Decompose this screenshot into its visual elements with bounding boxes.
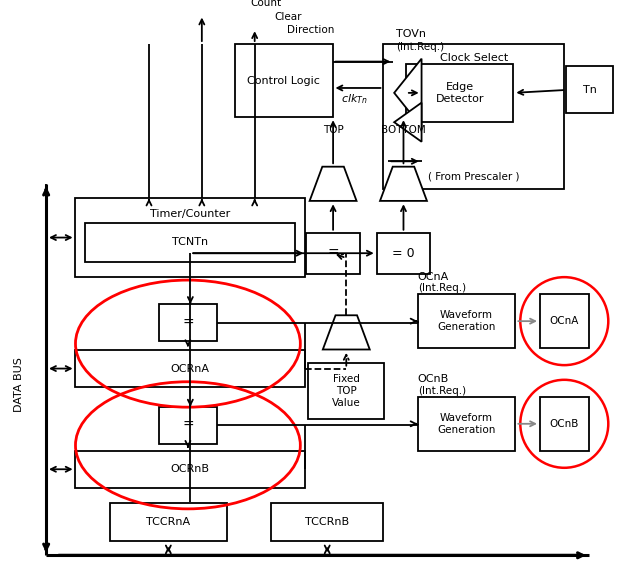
Text: =: = <box>182 316 193 329</box>
Text: =: = <box>327 246 339 260</box>
Bar <box>235 44 333 118</box>
Polygon shape <box>309 166 357 201</box>
Text: Waveform
Generation: Waveform Generation <box>437 413 496 435</box>
Bar <box>308 363 384 419</box>
Bar <box>406 64 513 122</box>
Bar <box>110 503 227 541</box>
Polygon shape <box>323 315 370 349</box>
Bar <box>76 450 305 488</box>
Bar <box>85 223 295 262</box>
Text: OCRnA: OCRnA <box>171 364 210 374</box>
Text: OCRnB: OCRnB <box>171 464 210 474</box>
Text: $clk_{Tn}$: $clk_{Tn}$ <box>341 92 367 106</box>
Text: TCCRnA: TCCRnA <box>146 517 190 527</box>
Bar <box>418 294 515 348</box>
Bar <box>159 407 217 444</box>
Text: BOTTOM: BOTTOM <box>381 125 426 135</box>
Polygon shape <box>394 103 421 142</box>
Text: TOP: TOP <box>323 125 343 135</box>
Text: Fixed
TOP
Value: Fixed TOP Value <box>332 374 360 408</box>
Bar <box>306 233 360 274</box>
Bar <box>540 294 589 348</box>
Text: Clock Select: Clock Select <box>440 53 508 62</box>
Polygon shape <box>380 166 427 201</box>
Text: Direction: Direction <box>287 26 335 35</box>
Bar <box>76 198 305 277</box>
Text: TOVn: TOVn <box>396 29 426 39</box>
Polygon shape <box>394 59 421 127</box>
Text: Waveform
Generation: Waveform Generation <box>437 310 496 332</box>
Bar <box>377 233 430 274</box>
Bar <box>384 44 564 189</box>
Text: TCNTn: TCNTn <box>172 237 209 248</box>
Text: Timer/Counter: Timer/Counter <box>150 209 231 219</box>
Text: (Int.Req.): (Int.Req.) <box>418 386 466 396</box>
Text: = 0: = 0 <box>392 247 415 260</box>
Text: OCnB: OCnB <box>418 374 449 385</box>
Text: OCnB: OCnB <box>549 419 579 429</box>
Bar <box>566 66 613 114</box>
Text: ( From Prescaler ): ( From Prescaler ) <box>428 172 520 182</box>
Text: (Int.Req.): (Int.Req.) <box>418 283 466 294</box>
Text: Edge
Detector: Edge Detector <box>435 82 484 104</box>
Bar <box>271 503 384 541</box>
Bar <box>540 397 589 450</box>
Text: OCnA: OCnA <box>549 316 579 326</box>
Bar <box>159 304 217 341</box>
Text: OCnA: OCnA <box>418 272 449 282</box>
Text: Control Logic: Control Logic <box>248 76 320 86</box>
Bar <box>76 350 305 387</box>
Text: Count: Count <box>251 0 282 8</box>
Text: Clear: Clear <box>275 11 302 22</box>
Bar <box>418 397 515 450</box>
Text: =: = <box>182 418 193 432</box>
Text: Tn: Tn <box>583 85 597 95</box>
Text: (Int.Req.): (Int.Req.) <box>396 42 444 52</box>
Text: DATA BUS: DATA BUS <box>14 357 24 412</box>
Text: TCCRnB: TCCRnB <box>305 517 349 527</box>
